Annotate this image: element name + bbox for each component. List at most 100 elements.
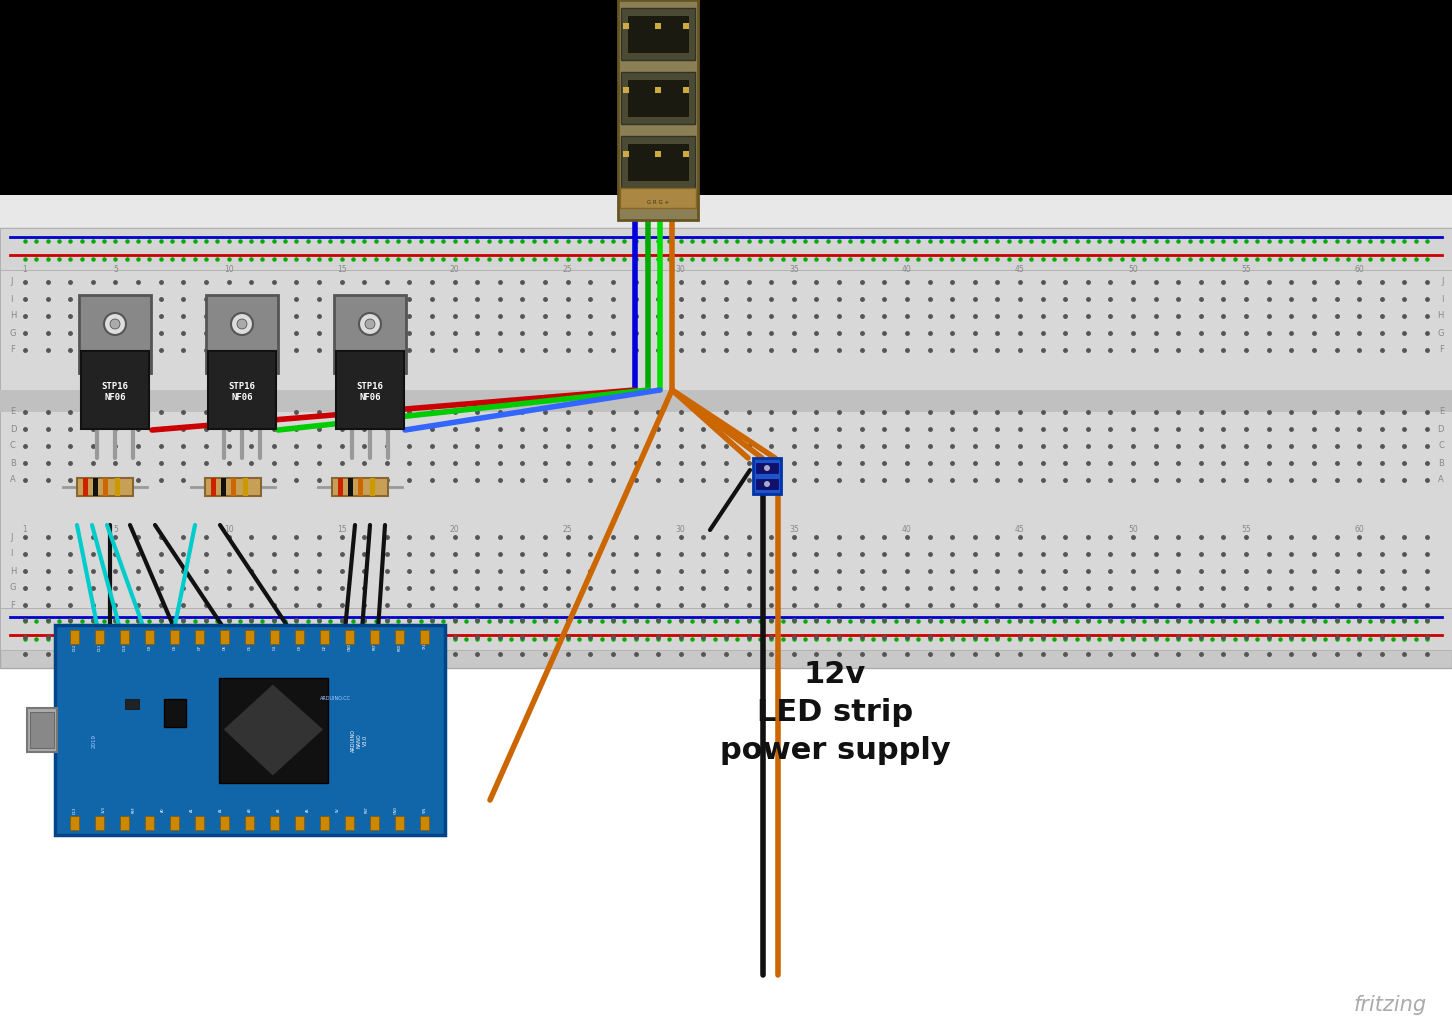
Text: VIN: VIN: [423, 807, 427, 813]
Text: D: D: [1437, 425, 1443, 433]
Bar: [121, 630, 129, 644]
Bar: [55, 625, 444, 835]
Bar: [115, 478, 121, 496]
Text: REF: REF: [131, 807, 135, 813]
Text: H: H: [10, 311, 16, 321]
Bar: [145, 630, 154, 644]
Bar: [655, 87, 661, 93]
Text: A0: A0: [161, 808, 164, 812]
Text: 5: 5: [113, 265, 118, 274]
Text: B: B: [10, 459, 16, 468]
Bar: [270, 630, 279, 644]
Text: C: C: [1437, 441, 1443, 451]
Bar: [0, 390, 1452, 412]
Bar: [245, 816, 254, 830]
Text: 30: 30: [675, 265, 685, 274]
Bar: [682, 23, 690, 29]
Text: A: A: [1439, 475, 1443, 484]
Text: 1: 1: [23, 525, 28, 535]
Text: D5: D5: [248, 644, 253, 649]
Text: GND: GND: [348, 643, 351, 651]
Circle shape: [359, 313, 380, 335]
Text: A2: A2: [219, 808, 222, 812]
Bar: [221, 630, 229, 644]
Bar: [170, 816, 179, 830]
Text: D: D: [10, 425, 16, 433]
Text: D12: D12: [73, 643, 77, 650]
Text: 30: 30: [675, 525, 685, 535]
Text: ARDUINO.CC: ARDUINO.CC: [321, 696, 351, 701]
Bar: [205, 478, 261, 496]
Text: D10: D10: [123, 643, 126, 650]
Polygon shape: [225, 685, 322, 774]
Text: 25: 25: [563, 525, 572, 535]
Bar: [78, 295, 151, 373]
Text: A5: A5: [306, 808, 311, 812]
Bar: [125, 698, 139, 709]
Text: STP16
NF06: STP16 NF06: [228, 382, 256, 402]
Bar: [0, 0, 1452, 195]
Text: F: F: [10, 600, 15, 609]
Bar: [221, 478, 227, 496]
Text: D3: D3: [298, 644, 302, 649]
Bar: [623, 87, 629, 93]
Text: 40: 40: [902, 525, 912, 535]
Bar: [756, 463, 778, 473]
Bar: [121, 816, 129, 830]
Text: D6: D6: [224, 644, 227, 649]
Text: fritzing: fritzing: [1353, 995, 1426, 1015]
Bar: [0, 270, 1452, 608]
Bar: [754, 458, 781, 494]
Bar: [619, 0, 698, 220]
Bar: [370, 478, 375, 496]
Circle shape: [231, 313, 253, 335]
Text: STP16
NF06: STP16 NF06: [357, 382, 383, 402]
Text: H: H: [1437, 311, 1443, 321]
Bar: [94, 816, 105, 830]
Bar: [629, 80, 688, 116]
Bar: [338, 478, 343, 496]
Text: A3: A3: [248, 808, 253, 812]
Text: 35: 35: [788, 265, 799, 274]
Text: D13: D13: [73, 806, 77, 814]
Text: 10: 10: [224, 525, 234, 535]
Bar: [270, 816, 279, 830]
Text: J: J: [10, 278, 13, 287]
Text: 50: 50: [1128, 265, 1138, 274]
Bar: [70, 816, 78, 830]
Text: RXO: RXO: [398, 643, 402, 650]
Bar: [370, 630, 379, 644]
Text: TX1: TX1: [423, 644, 427, 650]
Text: 60: 60: [1355, 525, 1363, 535]
Bar: [231, 478, 237, 496]
Text: 40: 40: [902, 265, 912, 274]
Bar: [420, 630, 428, 644]
Text: 60: 60: [1355, 265, 1363, 274]
Bar: [370, 816, 379, 830]
Bar: [655, 151, 661, 157]
Text: F: F: [1439, 345, 1443, 354]
Text: RST: RST: [373, 643, 378, 650]
Bar: [756, 479, 778, 489]
Text: 2019: 2019: [91, 733, 96, 748]
Bar: [195, 816, 203, 830]
Text: B: B: [1437, 459, 1443, 468]
Text: 25: 25: [563, 265, 572, 274]
Bar: [623, 23, 629, 29]
Text: A1: A1: [190, 808, 193, 812]
Bar: [93, 478, 97, 496]
Bar: [145, 816, 154, 830]
Bar: [621, 136, 696, 188]
Text: ARDUINO
NANO
V3.0: ARDUINO NANO V3.0: [351, 729, 367, 752]
Text: I: I: [1442, 295, 1443, 303]
Text: 10: 10: [224, 265, 234, 274]
Bar: [335, 351, 404, 429]
Text: I: I: [10, 295, 13, 303]
Bar: [623, 151, 629, 157]
Bar: [682, 87, 690, 93]
Bar: [28, 708, 57, 752]
Text: 5V: 5V: [335, 808, 340, 812]
Text: 15: 15: [337, 525, 347, 535]
Bar: [208, 351, 276, 429]
Bar: [359, 478, 363, 496]
